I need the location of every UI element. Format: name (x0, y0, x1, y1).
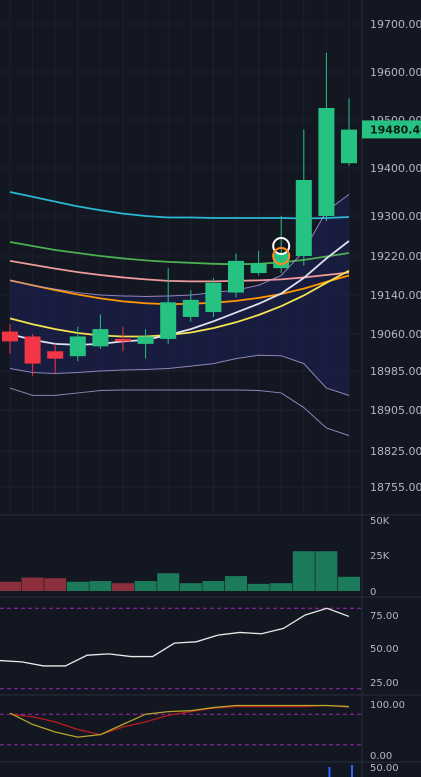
volume-bar[interactable] (0, 581, 21, 591)
candle[interactable] (182, 290, 199, 322)
price-tick-label: 18985.00 (370, 365, 421, 378)
oscillator-pane-2 (0, 704, 362, 746)
volume-bar[interactable] (292, 551, 315, 591)
price-tick-label: 18825.00 (370, 445, 421, 458)
moving-average-line (9, 387, 350, 437)
volume-bar[interactable] (270, 583, 293, 591)
candle-body (295, 180, 312, 256)
price-tick-label: 19140.00 (370, 289, 421, 302)
candle-body (2, 331, 18, 342)
moving-average-line (9, 269, 350, 338)
candle[interactable] (69, 326, 86, 362)
moving-average-line (9, 191, 350, 220)
volume-bar[interactable] (225, 576, 247, 591)
volume-bar[interactable] (134, 581, 157, 591)
moving-average-line (9, 354, 350, 396)
volume-bar[interactable] (315, 551, 338, 591)
price-pane (0, 23, 362, 488)
volume-bar[interactable] (89, 581, 112, 591)
moving-average-line (9, 241, 350, 266)
volume-bar[interactable] (112, 583, 134, 591)
price-tick-label: 19220.00 (370, 250, 421, 263)
candle-body (228, 260, 244, 293)
candle[interactable] (92, 314, 109, 349)
volume-bar[interactable] (21, 577, 44, 591)
price-tick-label: 19600.00 (370, 66, 421, 79)
volume-tick-label: 25K (370, 551, 390, 562)
volume-bar[interactable] (202, 581, 225, 591)
volume-tick-label: 0 (370, 587, 376, 598)
volume-tick-label: 50K (370, 516, 390, 527)
oscillator-line (0, 607, 350, 667)
volume-bar[interactable] (338, 576, 360, 591)
stochastic-tick-label: 0.00 (370, 751, 392, 762)
candle[interactable] (47, 343, 64, 374)
bottom-pane (328, 765, 353, 777)
candle-body (24, 336, 41, 364)
candle[interactable] (228, 253, 244, 298)
volume-bar[interactable] (247, 583, 270, 591)
candle-body (273, 253, 290, 269)
candle-body (115, 338, 131, 342)
oscillator-tick-label: 25.00 (370, 678, 399, 689)
moving-average-line (9, 259, 350, 283)
volume-bar[interactable] (179, 583, 202, 591)
signal-marker (272, 237, 291, 255)
candle[interactable] (341, 98, 357, 166)
candle[interactable] (137, 329, 154, 359)
bottom-tick-label: 50.00 (370, 763, 399, 774)
volume-bar[interactable] (157, 573, 180, 591)
moving-average-line (9, 193, 350, 297)
candle[interactable] (24, 334, 41, 376)
candle[interactable] (160, 268, 177, 344)
candle[interactable] (205, 277, 222, 317)
last-price-label: 19480.40 (370, 123, 421, 136)
candle-body (160, 302, 177, 339)
oscillator-tick-label: 50.00 (370, 644, 399, 655)
price-tick-label: 19700.00 (370, 18, 421, 31)
candle[interactable] (250, 251, 267, 276)
oscillator-tick-label: 75.00 (370, 611, 399, 622)
candle-body (341, 129, 357, 164)
volume-bar[interactable] (44, 578, 67, 591)
candle-body (92, 329, 109, 347)
candle-body (318, 108, 335, 216)
moving-average-line (9, 240, 350, 346)
bottom-indicator-bar (328, 767, 331, 777)
price-tick-label: 18755.00 (370, 481, 421, 494)
stochastic-line (9, 704, 350, 736)
price-tick-label: 19060.00 (370, 328, 421, 341)
stochastic-line (9, 704, 350, 738)
oscillator-pane-1 (0, 607, 362, 690)
volume-bar[interactable] (66, 581, 89, 591)
price-tick-label: 19300.00 (370, 210, 421, 223)
bottom-indicator-bar (351, 765, 353, 777)
price-tick-label: 19400.00 (370, 162, 421, 175)
volume-pane (0, 551, 360, 591)
candle-body (47, 351, 64, 359)
candle-body (69, 336, 86, 357)
candle-body (250, 263, 267, 274)
candle-body (205, 282, 222, 313)
stochastic-tick-label: 100.00 (370, 700, 405, 711)
candle-body (182, 299, 199, 317)
last-price-badge (362, 120, 421, 139)
candle[interactable] (295, 129, 312, 266)
candle[interactable] (2, 324, 18, 354)
candle-body (137, 336, 154, 344)
signal-marker (272, 247, 291, 265)
moving-average-line (9, 274, 350, 306)
price-tick-label: 18905.00 (370, 404, 421, 417)
candle[interactable] (318, 52, 335, 221)
candle[interactable] (115, 326, 131, 352)
